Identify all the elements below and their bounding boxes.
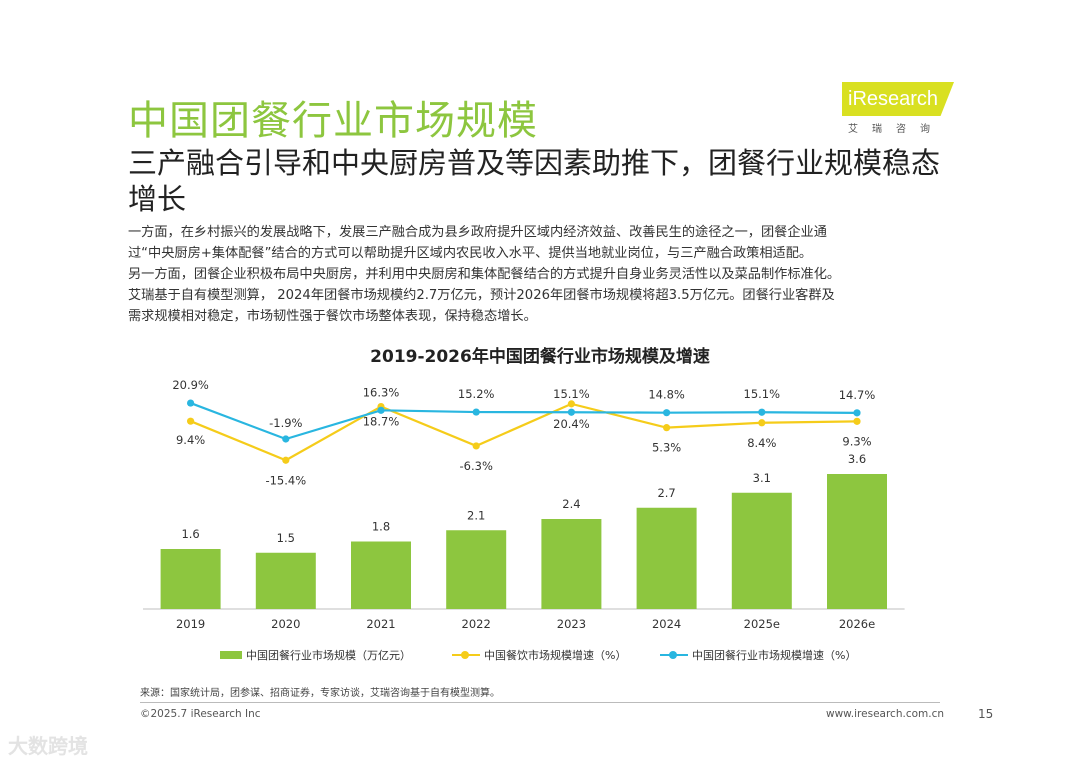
bar-value-label: 1.8 — [372, 520, 390, 534]
legend-swatch-line — [452, 651, 480, 659]
catering-growth-data-label: 9.4% — [176, 433, 205, 447]
group-meal-growth-data-label: -1.9% — [269, 416, 302, 430]
x-tick-label: 2021 — [366, 617, 395, 631]
watermark: 大数跨境 — [8, 734, 88, 758]
logo-subtext: 艾瑞咨询 — [848, 124, 944, 135]
catering-growth-data-label: 20.4% — [553, 417, 590, 431]
website-link[interactable]: www.iresearch.com.cn — [826, 708, 945, 720]
bar — [446, 530, 507, 609]
body-text: 一方面，在乡村振兴的发展战略下，发展三产融合成为县乡政府提升区域内经济效益、改善… — [128, 222, 948, 327]
legend-label: 中国团餐行业市场规模（万亿元） — [246, 649, 411, 662]
group-meal-growth-point — [472, 408, 480, 416]
body-line: 一方面，在乡村振兴的发展战略下，发展三产融合成为县乡政府提升区域内经济效益、改善… — [128, 225, 827, 240]
body-line: 另一方面，团餐企业积极布局中央厨房，并利用中央厨房和集体配餐结合的方式提升自身业… — [128, 267, 841, 282]
x-tick-label: 2026e — [839, 617, 875, 631]
footer-divider — [140, 702, 940, 703]
bar-value-label: 3.1 — [753, 471, 771, 485]
group-meal-growth-data-label: 14.8% — [648, 388, 685, 402]
bar — [636, 507, 697, 609]
chart-title: 2019-2026年中国团餐行业市场规模及增速 — [370, 347, 710, 367]
body-line: 需求规模相对稳定，市场韧性强于餐饮市场整体表现，保持稳态增长。 — [128, 309, 537, 324]
group-meal-growth-data-label: 20.9% — [172, 378, 209, 392]
legend-swatch-bar — [220, 651, 242, 659]
x-tick-label: 2025e — [744, 617, 780, 631]
legend-item-catering-growth: 中国餐饮市场规模增速（%） — [452, 647, 626, 663]
catering-growth-point — [853, 417, 861, 425]
catering-growth-point — [567, 400, 576, 408]
bar-value-label: 2.7 — [657, 486, 675, 500]
group-meal-growth-point — [282, 435, 290, 443]
catering-growth-point — [758, 419, 766, 427]
bar — [827, 474, 887, 609]
x-tick-label: 2022 — [462, 617, 491, 631]
catering-growth-data-label: -15.4% — [265, 473, 306, 487]
bar-value-label: 1.6 — [181, 527, 199, 541]
bar — [255, 552, 316, 609]
page-title: 中国团餐行业市场规模 — [128, 98, 538, 144]
legend-swatch-line — [660, 651, 688, 659]
legend-item-group-meal-growth: 中国团餐行业市场规模增速（%） — [660, 647, 856, 663]
catering-growth-data-label: 8.4% — [747, 436, 776, 450]
logo-text: iResearch — [842, 82, 954, 116]
bar-value-label: 3.6 — [848, 452, 866, 466]
catering-growth-data-label: 9.3% — [842, 434, 871, 448]
catering-growth-data-label: 5.3% — [652, 441, 681, 455]
catering-growth-point — [663, 424, 671, 432]
group-meal-growth-point — [567, 408, 576, 416]
bar-value-label: 2.1 — [467, 508, 485, 522]
catering-growth-line — [190, 402, 858, 462]
group-meal-growth-data-label: 15.1% — [553, 387, 590, 401]
legend-label: 中国餐饮市场规模增速（%） — [484, 649, 627, 662]
legend-label: 中国团餐行业市场规模增速（%） — [692, 649, 857, 662]
group-meal-growth-data-label: 15.1% — [744, 387, 781, 401]
x-tick-label: 2023 — [557, 617, 586, 631]
body-line: 艾瑞基于自有模型测算， 2024年团餐市场规模约2.7万亿元，预计2026年团餐… — [128, 288, 835, 303]
group-meal-growth-data-label: 16.3% — [363, 385, 400, 399]
group-meal-growth-line — [190, 402, 858, 441]
catering-growth-data-label: 18.7% — [363, 415, 400, 429]
catering-growth-data-label: -6.3% — [460, 459, 493, 473]
bar — [351, 541, 411, 609]
group-meal-growth-point — [187, 399, 195, 407]
group-meal-growth-data-label: 14.7% — [839, 388, 876, 402]
bar-value-label: 2.4 — [562, 497, 580, 511]
bar-value-label: 1.5 — [277, 531, 295, 545]
page-number: 15 — [978, 707, 994, 721]
x-tick-label: 2024 — [652, 617, 681, 631]
subtitle: 三产融合引导和中央厨房普及等因素助推下，团餐行业规模稳态增长 — [128, 146, 941, 216]
group-meal-growth-data-label: 15.2% — [458, 387, 495, 401]
catering-growth-point — [472, 442, 480, 450]
x-tick-label: 2019 — [176, 617, 205, 631]
copyright: ©2025.7 iResearch Inc — [140, 708, 261, 720]
group-meal-growth-point — [663, 409, 671, 417]
bar — [160, 549, 221, 609]
group-meal-growth-point — [758, 408, 766, 416]
x-tick-label: 2020 — [271, 617, 300, 631]
bar — [541, 519, 602, 609]
catering-growth-point — [187, 417, 195, 425]
legend-item-market-size: 中国团餐行业市场规模（万亿元） — [220, 647, 411, 663]
catering-growth-point — [282, 456, 290, 464]
group-meal-growth-point — [377, 406, 385, 414]
source-note: 来源：国家统计局，团参谋、招商证券，专家访谈，艾瑞咨询基于自有模型测算。 — [140, 688, 500, 699]
body-line: 过“中央厨房+集体配餐”结合的方式可以帮助提升区域内农民收入水平、提供当地就业岗… — [128, 246, 813, 261]
group-meal-growth-point — [853, 409, 861, 417]
iresearch-logo: iResearch 艾瑞咨询 — [842, 82, 960, 140]
bar — [731, 492, 792, 609]
